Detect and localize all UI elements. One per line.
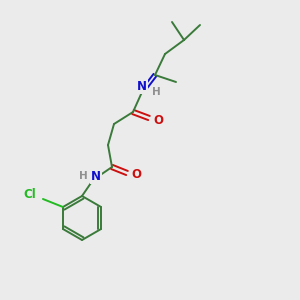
Text: O: O <box>153 113 163 127</box>
Text: O: O <box>131 169 141 182</box>
Text: H: H <box>79 171 87 181</box>
Text: H: H <box>152 87 160 97</box>
Text: N: N <box>91 169 101 182</box>
Text: Cl: Cl <box>24 188 36 202</box>
Text: N: N <box>137 80 147 92</box>
